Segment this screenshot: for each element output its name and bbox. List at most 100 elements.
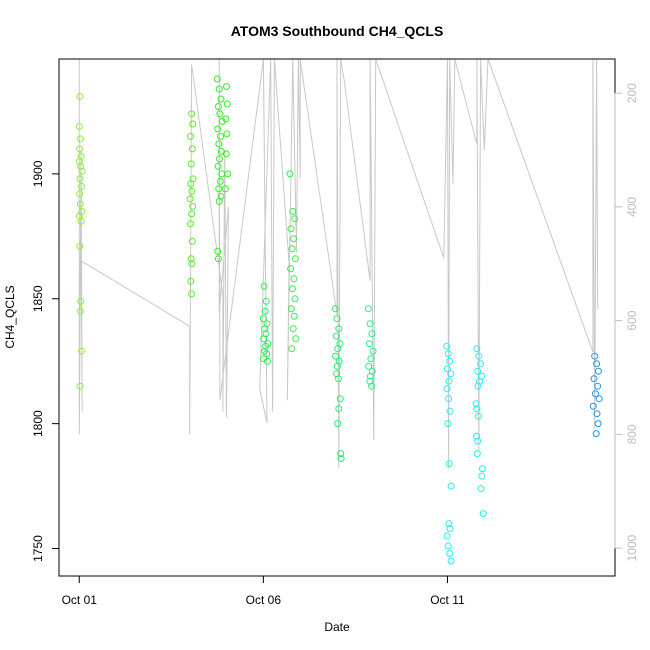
y-tick-label: 1750 (31, 535, 45, 562)
x-axis: Oct 01 Oct 06 Oct 11 (62, 575, 465, 607)
data-point (260, 335, 268, 343)
data-point (262, 297, 270, 305)
data-point (447, 482, 455, 490)
data-point (446, 525, 454, 532)
y-tick-label: 1800 (31, 410, 45, 437)
y2-tick-label: 200 (625, 83, 639, 103)
data-point (76, 175, 84, 183)
data-point (446, 357, 454, 365)
data-point (335, 375, 342, 383)
data-point (261, 325, 269, 333)
data-point (592, 430, 600, 438)
data-point (473, 345, 481, 353)
x-tick-label: Oct 01 (62, 593, 98, 607)
data-point (216, 177, 224, 185)
data-point (287, 305, 295, 313)
data-point (477, 485, 485, 493)
data-point (594, 382, 602, 390)
data-point (214, 162, 222, 170)
data-point (477, 360, 485, 368)
data-point (263, 357, 271, 365)
data-point (215, 140, 223, 148)
data-point (365, 362, 373, 370)
data-point (262, 342, 270, 350)
data-point (188, 145, 196, 153)
data-point (444, 365, 451, 373)
data-point (76, 135, 84, 143)
data-point (186, 195, 194, 203)
data-point (337, 450, 345, 458)
data-point (214, 247, 222, 255)
pressure-series-line (78, 58, 599, 469)
data-point (473, 450, 481, 458)
data-point (187, 277, 195, 285)
data-point (593, 360, 601, 368)
data-point (592, 390, 599, 398)
data-point (589, 402, 597, 410)
data-point (474, 437, 482, 445)
data-point (215, 185, 223, 193)
data-point (187, 220, 194, 228)
data-point (188, 237, 196, 245)
data-point (221, 185, 229, 193)
data-point (187, 180, 195, 188)
data-point (215, 85, 223, 93)
data-point (223, 83, 230, 90)
data-point (445, 460, 453, 468)
data-point (443, 532, 451, 540)
data-point (444, 542, 452, 550)
data-point (223, 100, 231, 108)
data-point (260, 282, 268, 290)
data-point (478, 465, 486, 473)
data-point (223, 130, 231, 138)
y2-tick-label: 400 (625, 197, 639, 217)
data-point (291, 295, 299, 303)
data-point (368, 382, 376, 390)
data-point (292, 335, 300, 343)
data-point (445, 377, 453, 385)
data-point (214, 103, 222, 110)
data-point (479, 510, 487, 518)
data-point (189, 202, 197, 210)
data-point (288, 345, 296, 353)
data-point (217, 132, 225, 140)
data-point (444, 420, 452, 428)
data-point (591, 352, 599, 360)
data-point (366, 320, 374, 328)
data-point (259, 315, 267, 323)
data-point (188, 260, 196, 268)
data-point (291, 255, 299, 263)
data-point (76, 242, 84, 250)
data-point (443, 342, 451, 350)
data-point (334, 345, 342, 353)
data-point (213, 75, 221, 83)
y-tick-label: 1900 (31, 160, 45, 187)
data-point (332, 332, 340, 340)
data-point (335, 405, 343, 413)
data-point (333, 362, 341, 370)
data-point (447, 370, 455, 378)
data-point (445, 395, 453, 403)
data-point (364, 305, 372, 313)
data-point (368, 330, 376, 338)
data-point (214, 255, 222, 263)
data-point (290, 235, 298, 243)
data-point (187, 160, 195, 168)
data-point (478, 472, 486, 480)
data-point (187, 132, 194, 140)
data-point (443, 385, 451, 393)
data-point (332, 352, 339, 360)
data-point (447, 557, 455, 565)
chart-title: ATOM3 Southbound CH4_QCLS (231, 23, 444, 39)
data-point (334, 420, 342, 428)
data-point (337, 455, 345, 463)
data-point (78, 167, 86, 175)
data-point (76, 145, 84, 153)
data-point (76, 190, 84, 198)
y2-tick-label: 600 (625, 310, 639, 330)
data-point (187, 255, 195, 263)
data-point (215, 197, 223, 205)
x-axis-label: Date (324, 620, 350, 634)
data-point (473, 432, 481, 440)
